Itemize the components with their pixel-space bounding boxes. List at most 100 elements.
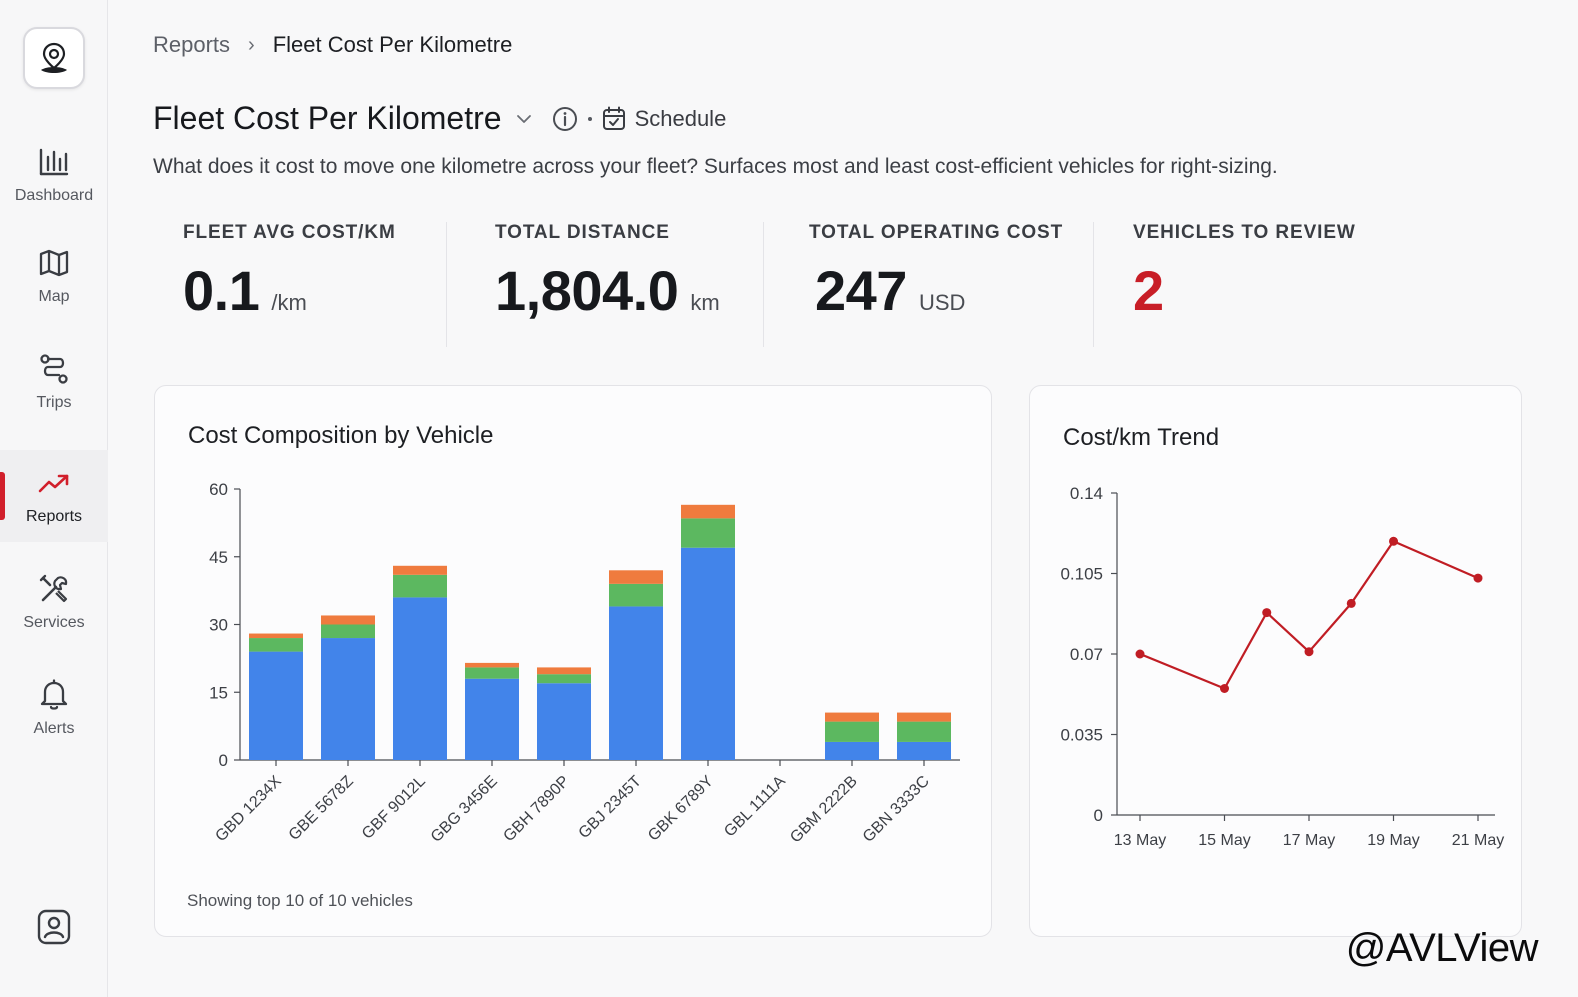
kpi-value: 1,804.0: [495, 259, 679, 322]
x-tick-label: 15 May: [1198, 832, 1250, 849]
chevron-down-icon[interactable]: [516, 111, 532, 127]
user-profile-icon: [37, 909, 71, 945]
app-logo[interactable]: [23, 27, 85, 89]
trend-point: [1220, 684, 1229, 693]
breadcrumb-reports-link[interactable]: Reports: [153, 32, 231, 57]
bar-segment: [681, 504, 735, 519]
kpi-total-distance: TOTAL DISTANCE 1,804.0 km: [495, 222, 755, 347]
x-tick-label: GBN 3333C: [860, 773, 933, 846]
sidebar-item-dashboard[interactable]: Dashboard: [0, 145, 108, 215]
bar-segment: [537, 674, 591, 684]
kpi-fleet-avg-cost: FLEET AVG COST/KM 0.1 /km: [183, 222, 438, 347]
x-tick-label: GBJ 2345T: [576, 773, 645, 842]
bar-segment: [681, 547, 735, 760]
sidebar-item-label: Dashboard: [14, 187, 94, 204]
bar-segment: [897, 721, 951, 742]
kpi-vehicles-to-review[interactable]: VEHICLES TO REVIEW 2: [1133, 222, 1413, 347]
sidebar-item-map[interactable]: Map: [0, 246, 108, 316]
bar-segment: [609, 583, 663, 607]
sidebar: Dashboard Map Trips Reports Service: [0, 0, 108, 997]
map-pin-location-icon: [41, 42, 67, 73]
bar-chart-icon: [37, 145, 71, 179]
bar-segment: [897, 741, 951, 760]
bar-segment: [321, 638, 375, 760]
cost-composition-title: Cost Composition by Vehicle: [188, 422, 494, 449]
bar-segment: [321, 624, 375, 639]
sidebar-item-label: Services: [23, 614, 85, 631]
profile-button[interactable]: [0, 909, 108, 950]
x-tick-label: GBF 9012L: [359, 773, 429, 843]
kpi-label: TOTAL DISTANCE: [495, 222, 670, 243]
x-tick-label: GBG 3456E: [428, 773, 501, 846]
bar-segment: [249, 633, 303, 639]
calendar-icon: [602, 106, 625, 130]
x-tick-label: GBK 6789Y: [645, 773, 717, 845]
bar-segment: [897, 712, 951, 722]
sidebar-item-label: Trips: [36, 394, 72, 411]
vehicle-count-note: Showing top 10 of 10 vehicles: [187, 891, 413, 910]
page-subtitle: What does it cost to move one kilometre …: [153, 155, 1278, 178]
sidebar-item-trips[interactable]: Trips: [0, 352, 108, 422]
bar-segment: [393, 565, 447, 575]
bar-segment: [465, 678, 519, 760]
kpi-label: VEHICLES TO REVIEW: [1133, 222, 1356, 243]
y-tick-label: 15: [209, 683, 228, 702]
cost-trend-title: Cost/km Trend: [1063, 424, 1220, 451]
breadcrumb-current: Fleet Cost Per Kilometre: [272, 32, 513, 57]
trend-line: [1139, 540, 1479, 690]
bar-segment: [249, 651, 303, 760]
x-tick-label: GBM 2222B: [787, 773, 861, 847]
map-icon: [37, 246, 71, 280]
bar-segment: [465, 667, 519, 679]
sidebar-item-alerts[interactable]: Alerts: [0, 678, 108, 748]
bar-segment: [393, 574, 447, 598]
bar-segment: [393, 597, 447, 760]
y-tick-label: 30: [209, 616, 228, 635]
x-tick-label: 17 May: [1283, 832, 1335, 849]
bar-segment: [465, 662, 519, 668]
bar-segment: [249, 638, 303, 652]
trend-point: [1346, 598, 1356, 608]
trending-up-icon: [37, 466, 71, 500]
x-tick-label: GBE 5678Z: [286, 773, 357, 844]
x-tick-label: 19 May: [1367, 832, 1419, 849]
bell-icon: [37, 678, 71, 712]
schedule-button[interactable]: Schedule: [602, 106, 726, 132]
breadcrumb: Reports › Fleet Cost Per Kilometre: [153, 32, 512, 58]
trend-point: [1135, 649, 1145, 659]
kpi-divider: [446, 222, 447, 347]
sidebar-item-label: Map: [38, 288, 70, 305]
page-title: Fleet Cost Per Kilometre: [153, 100, 502, 136]
sidebar-item-label: Reports: [25, 508, 83, 525]
sidebar-item-services[interactable]: Services: [0, 572, 108, 642]
x-tick-label: GBD 1234X: [212, 773, 285, 846]
x-tick-label: 21 May: [1452, 832, 1504, 849]
cost-trend-chart: 0 0.035 0.07 0.105 0.14 13 May 15 May 17 May 19 …: [1060, 484, 1504, 849]
trend-point: [1389, 536, 1398, 546]
separator-dot: [587, 116, 592, 121]
active-indicator: [0, 472, 5, 520]
bar-segment: [825, 741, 879, 760]
kpi-divider: [763, 222, 764, 347]
bar-segment: [537, 667, 591, 675]
kpi-value: 247: [815, 259, 907, 322]
watermark: @AVLView: [1345, 926, 1539, 970]
y-tick-label: 60: [209, 480, 228, 499]
title-row: Fleet Cost Per Kilometre Schedule: [153, 100, 726, 137]
bar-segment: [825, 712, 879, 722]
kpi-value: 2: [1133, 259, 1164, 322]
y-tick-label: 0.105: [1060, 565, 1103, 584]
x-tick-label: 13 May: [1114, 832, 1166, 849]
y-tick-label: 0.035: [1060, 726, 1103, 745]
trend-point: [1262, 608, 1272, 618]
sidebar-item-reports[interactable]: Reports: [0, 450, 108, 542]
kpi-unit: USD: [918, 290, 966, 315]
bar-segment: [609, 570, 663, 584]
info-icon[interactable]: [552, 106, 578, 132]
kpi-unit: km: [690, 290, 720, 315]
kpi-label: TOTAL OPERATING COST: [809, 222, 1064, 243]
y-tick-label: 0.07: [1070, 645, 1103, 664]
kpi-label: FLEET AVG COST/KM: [183, 222, 396, 243]
cost-composition-chart: 0 15 30 45 60 GBD 1234X GBE 5678Z GBF 9012LGBG …: [209, 480, 960, 847]
kpi-unit: /km: [271, 290, 307, 315]
